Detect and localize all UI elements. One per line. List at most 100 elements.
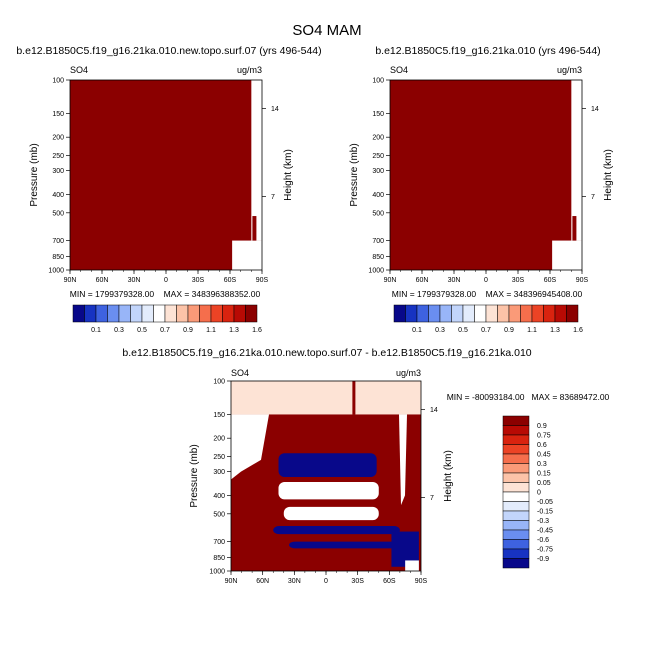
colorbar-label: 0.3 <box>435 327 445 334</box>
colorbar-label: 1.6 <box>252 327 262 334</box>
colorbar-swatch <box>393 304 406 323</box>
colorbar-label: -0.3 <box>537 518 549 525</box>
colorbar-label: 0.7 <box>160 327 170 334</box>
right-tick-label: 7 <box>430 495 434 502</box>
colorbar-label: 0.05 <box>537 480 551 487</box>
colorbar-swatch <box>502 415 530 426</box>
panel-bottom-stats: MIN = -80093184.00 MAX = 83689472.00 <box>447 392 610 402</box>
colorbar-swatch <box>428 304 441 323</box>
diff-spike <box>352 381 356 415</box>
colorbar-label: 0.1 <box>91 327 101 334</box>
right-tick-label: 7 <box>271 194 275 201</box>
x-tick-label: 30S <box>192 277 205 284</box>
diff-band-zero-band-1 <box>278 481 379 500</box>
colorbar-label: 0.1 <box>412 327 422 334</box>
y-tick-label: 700 <box>213 539 225 546</box>
colorbar-swatch <box>164 304 177 323</box>
panel-top-right-left-label: SO4 <box>390 65 408 75</box>
field-fill-edge <box>252 216 257 241</box>
x-tick-label: 90N <box>64 277 77 284</box>
x-tick-label: 0 <box>324 578 328 585</box>
colorbar-swatch <box>554 304 567 323</box>
colorbar-swatch <box>153 304 166 323</box>
diff-band-negative-lower-2 <box>289 541 400 549</box>
colorbar-label: 0.45 <box>537 452 551 459</box>
panel-bottom-ylabel-right: Height (km) <box>443 450 454 502</box>
colorbar-label: -0.9 <box>537 556 549 563</box>
colorbar-swatch <box>107 304 120 323</box>
colorbar-label: 1.3 <box>229 327 239 334</box>
colorbar-label: 0.5 <box>458 327 468 334</box>
colorbar-label: 1.3 <box>550 327 560 334</box>
colorbar-swatch <box>502 453 530 464</box>
diff-topography <box>405 560 419 571</box>
y-tick-label: 300 <box>213 469 225 476</box>
y-tick-label: 850 <box>213 555 225 562</box>
y-tick-label: 200 <box>52 135 64 142</box>
colorbar-label: 1.1 <box>206 327 216 334</box>
x-tick-label: 30S <box>512 277 525 284</box>
x-tick-label: 0 <box>484 277 488 284</box>
y-tick-label: 500 <box>372 210 384 217</box>
colorbar-swatch <box>451 304 464 323</box>
panel-top-right-ylabel: Pressure (mb) <box>349 143 360 206</box>
field-fill <box>70 80 262 270</box>
y-tick-label: 250 <box>372 153 384 160</box>
panel-top-right-ylabel-right: Height (km) <box>603 149 614 201</box>
colorbar-swatch <box>502 520 530 531</box>
colorbar-swatch <box>531 304 544 323</box>
colorbar-swatch <box>520 304 533 323</box>
diff-band-negative-lower <box>273 526 400 535</box>
panel-top-left-left-label: SO4 <box>70 65 88 75</box>
x-tick-label: 60S <box>224 277 237 284</box>
y-tick-label: 500 <box>52 210 64 217</box>
x-tick-label: 90S <box>256 277 269 284</box>
panel-top-right-stats: MIN = 1799379328.00 MAX = 348396945408.0… <box>392 289 583 299</box>
colorbar-label: 0.3 <box>114 327 124 334</box>
x-tick-label: 90S <box>576 277 589 284</box>
x-tick-label: 90S <box>415 578 428 585</box>
colorbar-swatch <box>222 304 235 323</box>
x-tick-label: 60S <box>383 578 396 585</box>
panel-top-left-title: b.e12.B1850C5.f19_g16.21ka.010.new.topo.… <box>16 45 321 57</box>
colorbar-swatch <box>210 304 223 323</box>
topography-mask <box>255 267 262 270</box>
x-tick-label: 30N <box>288 578 301 585</box>
x-tick-label: 30N <box>448 277 461 284</box>
colorbar-swatch <box>405 304 418 323</box>
x-tick-label: 90N <box>384 277 397 284</box>
colorbar-swatch <box>497 304 510 323</box>
colorbar-swatch <box>502 434 530 445</box>
colorbar-label: -0.15 <box>537 509 553 516</box>
diff-zero-south <box>399 414 407 506</box>
colorbar-swatch <box>72 304 85 323</box>
y-tick-label: 250 <box>52 153 64 160</box>
topography-mask <box>575 267 582 270</box>
x-tick-label: 30N <box>128 277 141 284</box>
colorbar-swatch <box>462 304 475 323</box>
colorbar-label: 0.5 <box>137 327 147 334</box>
topography-mask <box>251 264 262 270</box>
x-tick-label: 60N <box>96 277 109 284</box>
colorbar-swatch <box>502 472 530 483</box>
x-tick-label: 60N <box>256 578 269 585</box>
colorbar-swatch <box>245 304 258 323</box>
field-fill <box>390 80 582 270</box>
y-tick-label: 1000 <box>368 268 384 275</box>
y-tick-label: 150 <box>213 412 225 419</box>
colorbar-swatch <box>502 529 530 540</box>
colorbar-swatch <box>84 304 97 323</box>
y-tick-label: 150 <box>372 111 384 118</box>
panel-top-right-title: b.e12.B1850C5.f19_g16.21ka.010 (yrs 496-… <box>375 45 600 57</box>
y-tick-label: 700 <box>372 238 384 245</box>
colorbar-swatch <box>485 304 498 323</box>
panel-bottom-diff: b.e12.B1850C5.f19_g16.21ka.010.new.topo.… <box>122 347 609 585</box>
diff-band-upper <box>231 381 421 415</box>
colorbar-swatch <box>233 304 246 323</box>
x-tick-label: 0 <box>164 277 168 284</box>
y-tick-label: 500 <box>213 511 225 518</box>
colorbar-swatch <box>187 304 200 323</box>
y-tick-label: 100 <box>213 379 225 386</box>
page-title: SO4 MAM <box>292 22 361 39</box>
no-data-strip <box>571 80 582 241</box>
